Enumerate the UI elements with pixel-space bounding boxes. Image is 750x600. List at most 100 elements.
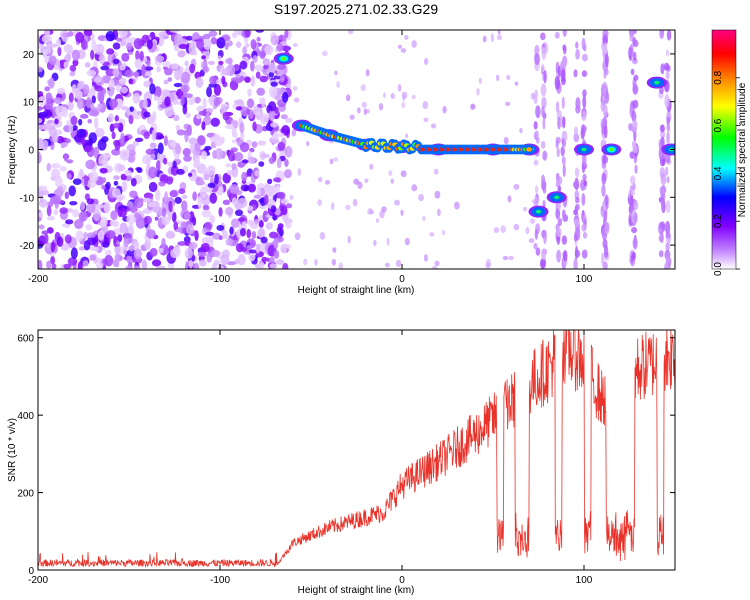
spectrogram-noise-cell <box>388 170 393 177</box>
spectrogram-noise-cell <box>254 64 264 72</box>
spectrogram-noise-cell <box>117 164 126 172</box>
spectrogram-noise-cell <box>41 34 52 44</box>
spectrogram-streak-cell <box>541 105 545 118</box>
spectrogram-noise-cell <box>227 150 236 162</box>
spectrogram-noise-cell <box>283 168 292 179</box>
spectrogram-noise-cell <box>208 83 218 88</box>
spectrogram-noise-cell <box>261 256 268 262</box>
spectrogram-noise-cell <box>231 197 238 206</box>
spectrogram-noise-cell <box>277 223 284 230</box>
spectrogram-noise-cell <box>285 219 292 229</box>
spectrogram-noise-cell <box>83 84 90 95</box>
spectrogram-noise-cell <box>135 50 140 61</box>
spectrogram-noise-cell <box>263 194 269 205</box>
spectrogram-streak-cell <box>602 81 608 95</box>
spectrogram-noise-cell <box>363 108 367 116</box>
spectrogram-noise-cell <box>95 127 105 138</box>
spectrogram-noise-cell <box>275 259 285 265</box>
spectrogram-noise-cell <box>178 38 189 45</box>
spectrogram-streak-cell <box>581 249 588 259</box>
spectrogram-noise-cell <box>48 126 57 137</box>
spectrogram-noise-cell <box>38 151 42 163</box>
spectrogram-noise-cell <box>143 98 148 110</box>
spectrogram-noise-cell <box>246 228 252 239</box>
spectrogram-streak-cell <box>602 104 608 117</box>
spectrogram-noise-cell <box>231 163 237 170</box>
spectrogram-noise-cell <box>61 106 68 118</box>
spectrogram-noise-cell <box>378 102 384 111</box>
spectrogram-noise-cell <box>201 168 207 176</box>
spectrogram-noise-cell <box>348 30 354 35</box>
spectrogram-noise-cell <box>206 86 213 98</box>
snr-x-ticks: -200 -100 0 100 <box>28 330 593 586</box>
spectrogram-noise-cell <box>177 50 186 58</box>
spectrogram-noise-cell <box>66 173 72 180</box>
spectrogram-noise-cell <box>176 168 185 175</box>
spectrogram-noise-cell <box>239 122 245 134</box>
spectrogram-streak-cell <box>665 70 670 80</box>
spectrogram-noise-cell <box>395 259 402 268</box>
spectrogram-noise-cell <box>239 227 246 237</box>
spectrogram-noise-cell <box>260 153 271 159</box>
snr-y-tick-label: 200 <box>17 489 34 500</box>
spectrogram-noise-cell <box>273 250 280 259</box>
spectrogram-noise-cell <box>46 215 55 221</box>
spectrogram-noise-cell <box>386 237 390 246</box>
spectrogram-streak-cell <box>575 41 579 49</box>
spectrogram-noise-cell <box>404 237 410 246</box>
spectrogram-noise-cell <box>113 122 120 129</box>
spectrogram-noise-cell <box>64 234 72 244</box>
spectrogram-noise-cell <box>86 69 97 77</box>
spectrogram-noise-cell <box>71 49 81 61</box>
spectrogram-noise-cell <box>273 238 279 249</box>
spectrogram-streak-cell <box>665 166 669 176</box>
spectrogram-x-label: Height of straight line (km) <box>298 285 415 296</box>
spectrogram-noise-cell <box>241 159 249 164</box>
spectrogram-noise-cell <box>119 222 128 234</box>
spectrogram-y-tick-label: -20 <box>20 241 35 252</box>
snr-y-tick-label: 600 <box>17 334 34 345</box>
spectrogram-noise-cell <box>94 43 105 55</box>
spectrogram-noise-cell <box>136 167 143 173</box>
spectrogram-noise-cell <box>104 249 112 256</box>
spectrogram-noise-cell <box>285 203 293 209</box>
spectrogram-noise-cell <box>195 180 206 186</box>
spectrogram-noise-cell <box>121 180 128 192</box>
spectrogram-streak-cell <box>665 200 671 214</box>
spectrogram-streak-cell <box>665 242 670 252</box>
spectrogram-noise-cell <box>284 158 289 167</box>
spectrogram-noise-cell <box>89 254 96 261</box>
spectrogram-noise-cell <box>270 81 278 87</box>
spectrogram-noise-cell <box>161 216 170 226</box>
spectrogram-noise-cell <box>247 156 256 164</box>
spectrogram-streak-cell <box>561 156 566 166</box>
spectrogram-noise-cell <box>277 63 286 70</box>
spectrogram-noise-cell <box>38 111 48 118</box>
spectrogram-noise-cell <box>86 232 96 238</box>
spectrogram-noise-cell <box>101 136 109 143</box>
spectrogram-noise-cell <box>360 84 366 92</box>
spectrogram-noise-cell <box>227 57 233 65</box>
spectrogram-noise-cell <box>161 237 166 250</box>
spectrogram-noise-cell <box>220 254 230 266</box>
spectrogram-streak-cell <box>554 75 561 90</box>
spectrogram-noise-cell <box>125 174 133 182</box>
spectrogram-noise-cell <box>205 231 215 236</box>
spectrogram-noise-cell <box>225 65 230 76</box>
spectrogram-noise-cell <box>114 245 124 256</box>
spectrogram-noise-cell <box>482 35 487 43</box>
spectrogram-noise-cell <box>188 259 194 269</box>
spectrogram-noise-cell <box>174 196 182 204</box>
spectrogram-noise-cell <box>50 163 61 169</box>
spectrogram-noise-cell <box>88 109 99 117</box>
spectrogram-noise-cell <box>38 66 43 73</box>
spectrogram-streak-cell <box>573 218 580 227</box>
spectrogram-streak-cell <box>562 116 566 129</box>
spectrogram-y-tick-label: -10 <box>20 193 35 204</box>
spectrogram-noise-cell <box>76 82 84 90</box>
spectrogram-streak-cell <box>660 63 665 75</box>
spectrogram-streak-cell <box>633 74 639 81</box>
spectrogram-noise-cell <box>330 202 335 211</box>
spectrogram-noise-cell <box>267 178 273 185</box>
spectrogram-noise-cell <box>119 207 127 218</box>
